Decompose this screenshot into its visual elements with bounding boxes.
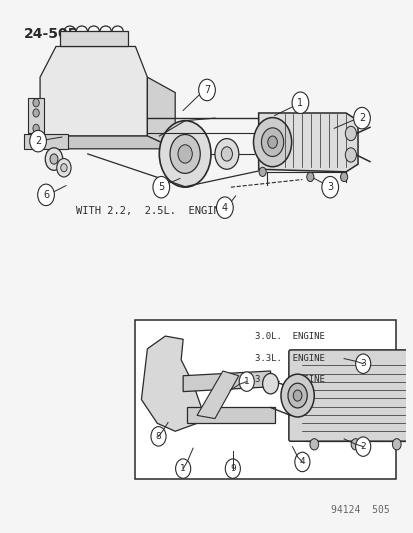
Circle shape (198, 79, 215, 101)
Circle shape (350, 439, 359, 450)
FancyBboxPatch shape (288, 350, 413, 441)
Circle shape (355, 437, 370, 456)
Circle shape (287, 383, 306, 408)
Text: 1: 1 (297, 98, 303, 108)
Circle shape (280, 374, 313, 417)
Circle shape (309, 439, 318, 450)
Circle shape (261, 128, 283, 157)
Text: 2: 2 (359, 442, 365, 451)
Circle shape (175, 459, 190, 478)
Text: 5: 5 (158, 182, 164, 192)
Circle shape (159, 120, 211, 187)
Text: 3.8L.  ENGINE: 3.8L. ENGINE (254, 375, 324, 384)
Text: 4: 4 (221, 203, 228, 213)
Polygon shape (147, 77, 175, 149)
Circle shape (57, 158, 71, 177)
Circle shape (321, 176, 338, 198)
Circle shape (151, 426, 166, 446)
Text: 1: 1 (180, 464, 185, 473)
Circle shape (33, 109, 39, 117)
Circle shape (355, 354, 370, 374)
Text: 2: 2 (35, 136, 41, 146)
Circle shape (170, 134, 200, 173)
Polygon shape (60, 31, 127, 46)
Circle shape (221, 147, 232, 161)
Text: 2: 2 (358, 113, 364, 123)
Circle shape (344, 126, 356, 141)
Circle shape (294, 452, 309, 472)
Circle shape (267, 136, 277, 148)
Circle shape (340, 172, 347, 182)
Circle shape (259, 167, 266, 176)
Circle shape (253, 118, 291, 167)
Circle shape (61, 164, 67, 172)
Circle shape (411, 376, 413, 389)
Polygon shape (40, 46, 147, 136)
Circle shape (152, 176, 169, 198)
Polygon shape (183, 371, 270, 392)
Text: 4: 4 (299, 457, 304, 466)
Circle shape (214, 139, 238, 169)
Text: 3.0L.  ENGINE: 3.0L. ENGINE (254, 332, 324, 341)
FancyBboxPatch shape (135, 320, 395, 479)
Polygon shape (24, 134, 68, 149)
Text: 6: 6 (43, 190, 49, 200)
Text: 3: 3 (359, 359, 365, 368)
Circle shape (291, 92, 308, 114)
Polygon shape (197, 371, 238, 418)
Circle shape (225, 459, 240, 478)
Text: 3: 3 (326, 182, 332, 192)
Circle shape (353, 107, 370, 129)
Text: 94124  505: 94124 505 (330, 505, 389, 515)
Polygon shape (187, 407, 274, 423)
Text: WITH 2.2,  2.5L.  ENGINE: WITH 2.2, 2.5L. ENGINE (76, 206, 225, 216)
Circle shape (306, 172, 313, 182)
Polygon shape (141, 336, 202, 431)
Circle shape (292, 390, 301, 401)
Circle shape (239, 372, 254, 391)
Circle shape (30, 131, 46, 152)
Text: 3.3L.  ENGINE: 3.3L. ENGINE (254, 354, 324, 362)
Text: 24-505: 24-505 (24, 27, 78, 41)
Circle shape (50, 154, 58, 164)
Circle shape (262, 374, 278, 394)
Polygon shape (40, 136, 175, 149)
Polygon shape (258, 113, 357, 172)
Circle shape (392, 439, 400, 450)
Circle shape (178, 145, 192, 163)
Text: 7: 7 (203, 85, 210, 95)
Circle shape (33, 124, 39, 132)
Text: 1: 1 (243, 377, 249, 386)
Circle shape (38, 184, 54, 206)
Circle shape (216, 197, 233, 219)
Circle shape (344, 148, 356, 162)
Text: 9: 9 (229, 464, 235, 473)
Circle shape (33, 99, 39, 107)
Text: 8: 8 (155, 432, 161, 441)
Circle shape (411, 411, 413, 424)
Circle shape (45, 148, 63, 171)
Polygon shape (28, 98, 44, 133)
